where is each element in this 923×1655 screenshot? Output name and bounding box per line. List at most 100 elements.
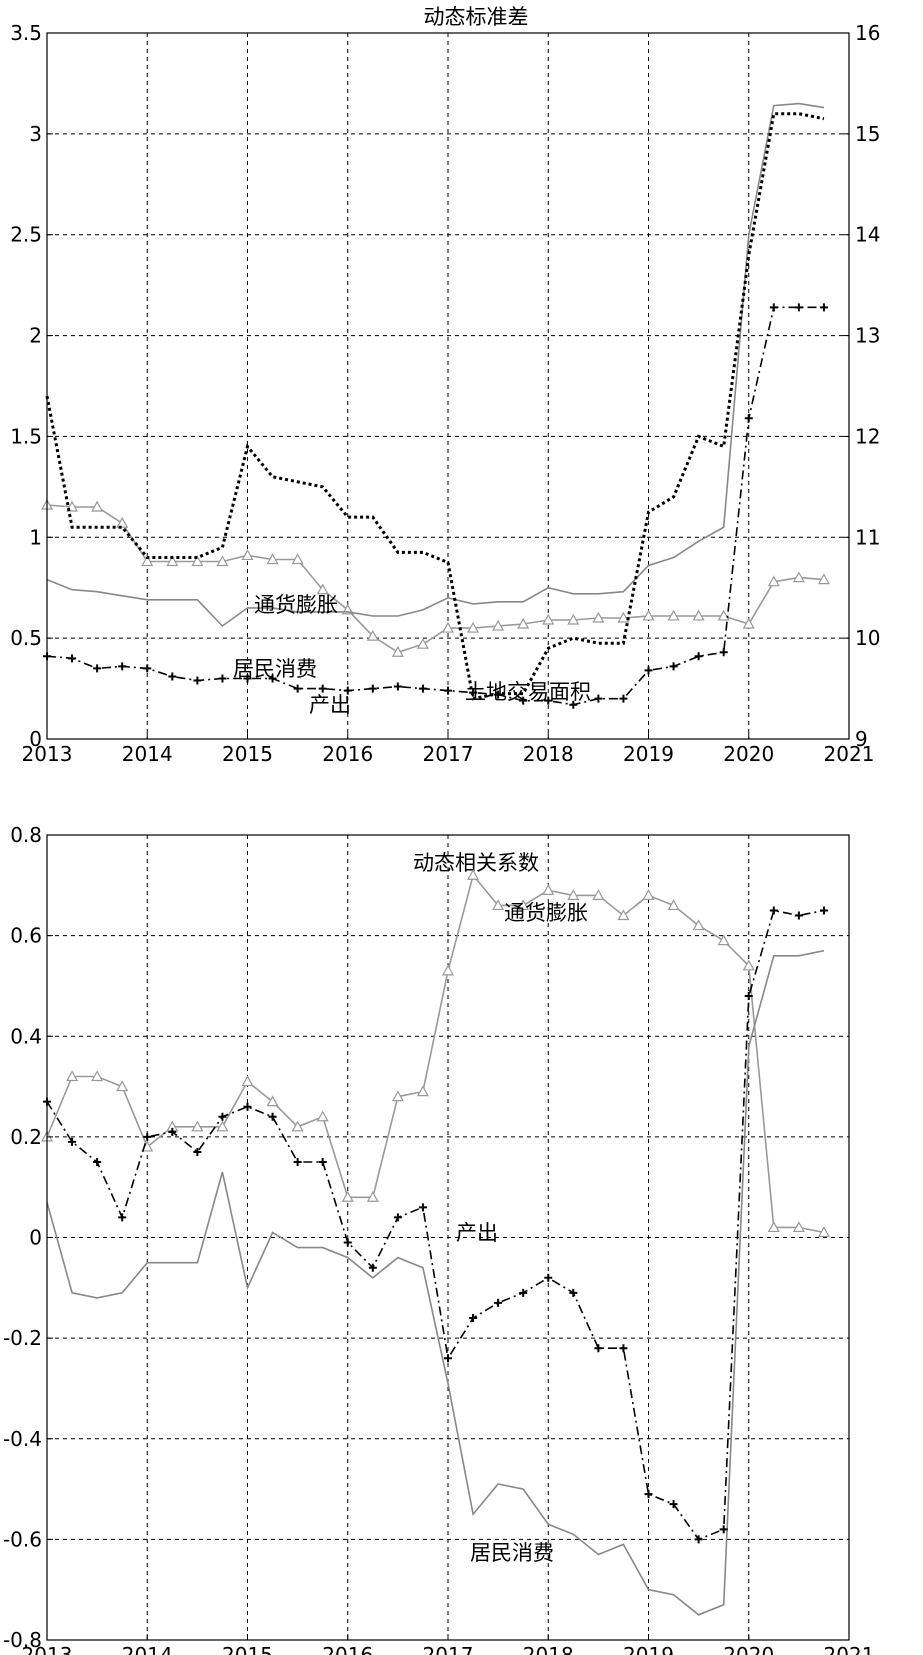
corr-point-plus (343, 1238, 352, 1247)
std-point-triangle (792, 571, 805, 583)
corr-point-triangle (767, 1221, 780, 1233)
corr-y-tick-label: 0.6 (10, 924, 42, 948)
std-point-plus (93, 664, 102, 673)
panel-std-grid (47, 33, 849, 739)
std-point-plus (619, 694, 628, 703)
std-x-tick-label: 2017 (423, 742, 474, 766)
corr-point-plus (794, 911, 803, 920)
corr-x-tick-label: 2017 (423, 1643, 474, 1655)
std-y-tick-label: 3.5 (10, 21, 42, 45)
corr-point-plus (544, 1273, 553, 1282)
corr-point-triangle (116, 1080, 129, 1092)
std-point-triangle (617, 611, 630, 623)
corr-point-triangle (416, 1085, 429, 1097)
corr-point-plus (594, 1344, 603, 1353)
corr-point-plus (318, 1158, 327, 1167)
std-point-triangle (116, 516, 129, 528)
corr-point-triangle (366, 1191, 379, 1202)
panel-std-axes: 2013 2014 2015 2016 2017 2018 2019 2020 2021 0 0.5… (10, 21, 880, 766)
std-y-tick-label: 0.5 (10, 626, 42, 650)
corr-point-plus (469, 1314, 478, 1322)
label-consumption-corr: 居民消费 (470, 1541, 554, 1565)
std-x-tick-label: 2015 (222, 742, 273, 766)
corr-y-tick-label: -0.4 (3, 1427, 42, 1451)
std-point-plus (669, 662, 678, 671)
std-point-plus (193, 676, 202, 685)
std-point-plus (794, 303, 803, 312)
std-x-tick-label: 2013 (22, 742, 73, 766)
corr-point-plus (619, 1344, 628, 1353)
std-point-triangle (441, 621, 455, 633)
corr-series-line-0 (46, 873, 825, 1234)
std-point-plus (444, 686, 452, 695)
corr-point-triangle (717, 934, 730, 946)
corr-point-triangle (567, 889, 580, 900)
corr-point-triangle (316, 1110, 329, 1122)
std-y2-tick-label: 11 (855, 525, 880, 549)
corr-point-triangle (492, 899, 505, 911)
std-point-plus (343, 686, 352, 695)
corr-point-triangle (617, 909, 630, 921)
std-point-plus (544, 696, 553, 705)
std-point-triangle (492, 619, 505, 631)
corr-point-plus (143, 1132, 152, 1141)
std-y2-tick-label: 16 (855, 21, 880, 45)
std-point-triangle (266, 553, 279, 565)
corr-y-tick-label: 0.8 (10, 823, 42, 847)
corr-point-triangle (91, 1070, 104, 1082)
panel-std: 动态标准差 2013 2014 2015 2016 2017 2018 2019 2020 20… (10, 5, 880, 766)
std-point-triangle (291, 553, 304, 565)
corr-point-triangle (291, 1120, 304, 1132)
std-point-triangle (517, 617, 530, 629)
std-point-triangle (767, 575, 780, 587)
corr-point-triangle (817, 1226, 830, 1238)
corr-point-plus (669, 1500, 678, 1509)
panel-corr-axes: 2013 2014 2015 2016 2017 2018 2019 2020 2021 -0.8… (3, 823, 874, 1655)
std-point-plus (519, 696, 528, 705)
std-y-tick-label: 3 (29, 122, 42, 146)
std-point-triangle (191, 555, 204, 567)
panel-std-title: 动态标准差 (424, 5, 529, 29)
corr-point-plus (644, 1490, 653, 1499)
corr-point-triangle (517, 899, 530, 911)
corr-y-tick-label: 0 (29, 1226, 42, 1250)
std-x-tick-label: 2021 (824, 742, 875, 766)
corr-point-triangle (667, 899, 680, 911)
corr-x-tick-label: 2020 (723, 1643, 774, 1655)
std-point-triangle (717, 609, 730, 621)
std-y-tick-label: 2 (29, 324, 42, 348)
corr-point-triangle (241, 1075, 254, 1087)
std-y-tick-label: 0 (29, 727, 42, 751)
corr-point-triangle (742, 959, 755, 971)
std-point-triangle (91, 500, 104, 512)
corr-point-triangle (467, 869, 480, 880)
corr-point-plus (569, 1288, 578, 1297)
corr-point-plus (243, 1102, 252, 1111)
corr-point-triangle (692, 919, 705, 931)
std-y2-tick-label: 15 (855, 122, 880, 146)
std-point-triangle (692, 609, 705, 621)
panel-corr-series (40, 869, 830, 1616)
std-series-line-1 (46, 102, 825, 628)
corr-series-line-2 (46, 909, 825, 1541)
corr-point-plus (93, 1158, 102, 1167)
corr-point-plus (719, 1525, 728, 1534)
corr-point-plus (694, 1535, 703, 1544)
std-series-line-0 (46, 504, 824, 654)
corr-point-triangle (792, 1221, 805, 1233)
std-point-triangle (366, 629, 379, 641)
corr-point-plus (444, 1354, 452, 1363)
std-point-triangle (416, 637, 429, 649)
std-point-triangle (667, 609, 680, 621)
corr-x-tick-label: 2015 (222, 1643, 273, 1655)
std-point-plus (594, 694, 603, 703)
std-x-tick-label: 2014 (122, 742, 173, 766)
corr-point-plus (268, 1112, 277, 1121)
std-point-plus (168, 672, 177, 681)
corr-point-triangle (592, 889, 605, 900)
std-point-triangle (817, 573, 830, 585)
std-x-tick-label: 2018 (523, 742, 574, 766)
std-point-plus (318, 684, 327, 693)
std-point-plus (569, 700, 578, 709)
